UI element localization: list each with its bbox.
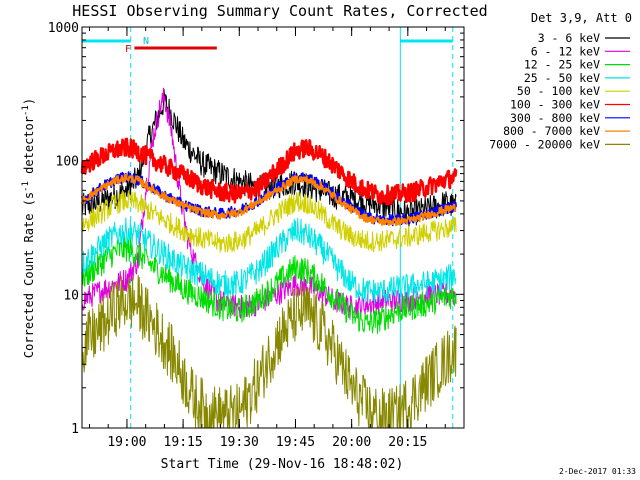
plot-series: [80, 87, 458, 429]
flag-label-f: F: [125, 44, 131, 55]
legend-label-7: 800 - 7000 keV: [503, 124, 600, 138]
legend-label-0: 3 - 6 keV: [538, 31, 600, 45]
series-line-2: [81, 235, 457, 334]
series-line-7: [81, 173, 457, 227]
series-line-3: [81, 217, 457, 305]
x-axis-label: Start Time (29-Nov-16 18:48:02): [161, 457, 404, 472]
night-bars: [82, 27, 454, 428]
y-axis: 1 10 100 1000: [48, 21, 464, 437]
x-tick-label: 19:30: [220, 435, 259, 450]
legend-label-3: 25 - 50 keV: [524, 71, 600, 85]
y-axis-label: Corrected Count Rate (s-1 detector-1): [21, 98, 36, 358]
legend-label-1: 6 - 12 keV: [531, 44, 600, 58]
legend-label-5: 100 - 300 keV: [510, 98, 600, 112]
legend-title: Det 3,9, Att 0: [531, 11, 632, 25]
legend-label-6: 300 - 800 keV: [510, 111, 600, 125]
y-tick-label: 100: [56, 155, 79, 170]
legend-label-4: 50 - 100 keV: [517, 84, 600, 98]
plot-frame: [81, 26, 465, 429]
timestamp-label: 2-Dec-2017 01:33: [559, 467, 636, 476]
series-line-4: [81, 190, 457, 253]
x-tick-label: 19:15: [164, 435, 203, 450]
y-tick-label: 1: [71, 422, 79, 437]
series-line-5: [80, 137, 458, 206]
series-line-8: [81, 275, 457, 429]
legend-label-8: 7000 - 20000 keV: [489, 137, 600, 151]
x-tick-label: 20:15: [388, 435, 427, 450]
legend-label-2: 12 - 25 keV: [524, 58, 600, 72]
x-axis: 19:00 19:15 19:30 19:45 20:00 20:15: [88, 27, 446, 450]
y-tick-label: 1000: [48, 21, 79, 36]
x-tick-label: 19:45: [276, 435, 315, 450]
flag-label-n: N: [143, 36, 149, 47]
chart-title: HESSI Observing Summary Count Rates, Cor…: [72, 2, 487, 20]
y-tick-label: 10: [63, 288, 79, 303]
x-tick-label: 20:00: [332, 435, 371, 450]
x-tick-label: 19:00: [107, 435, 146, 450]
